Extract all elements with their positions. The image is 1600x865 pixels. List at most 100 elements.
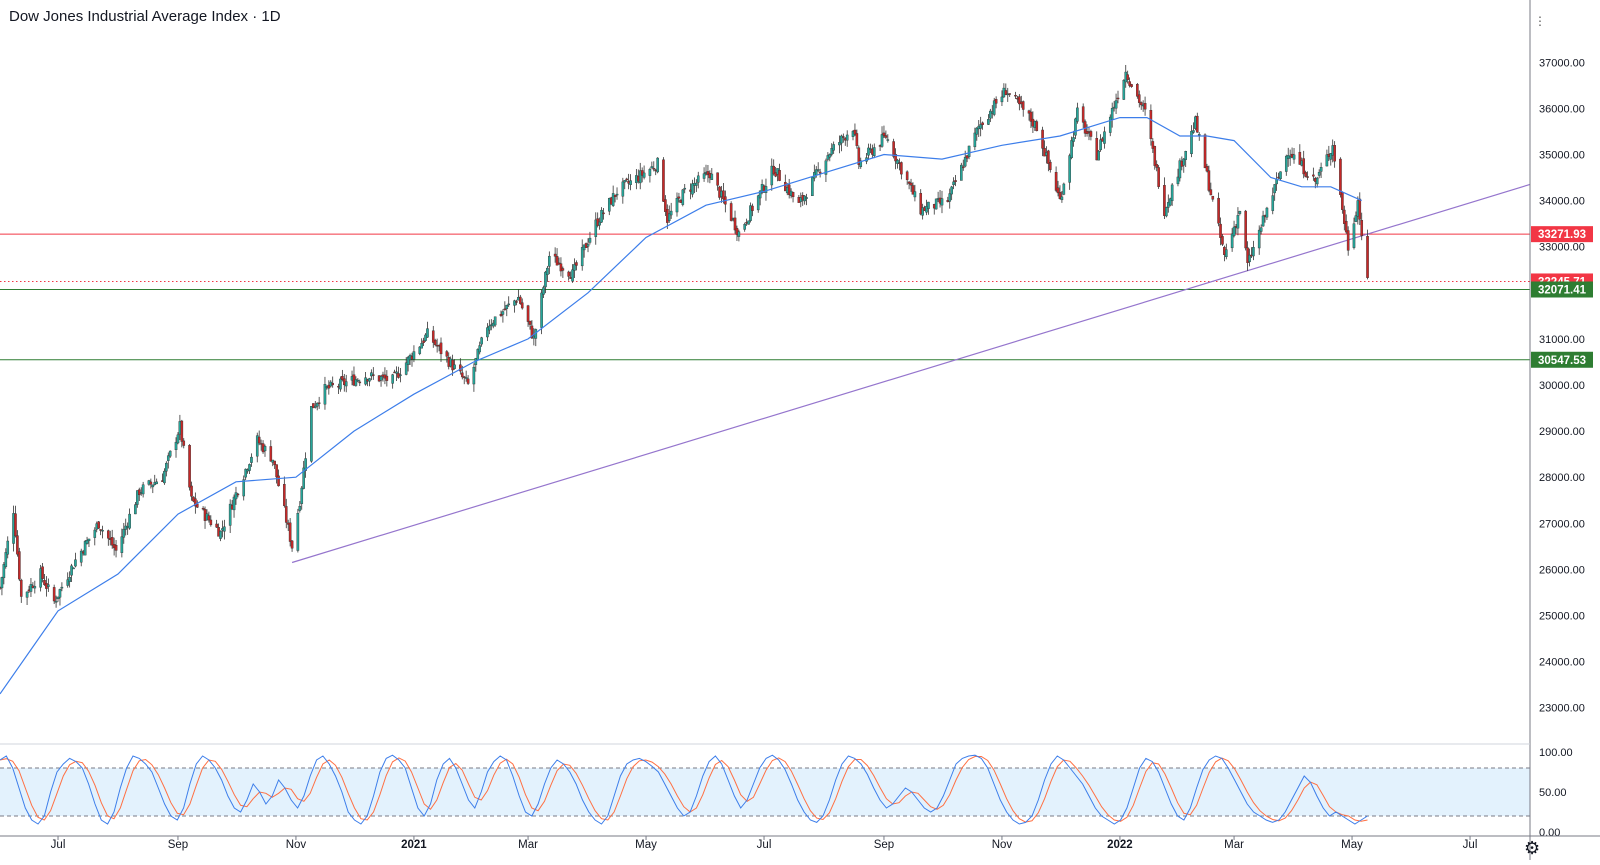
candle [70,563,73,583]
candle [1238,210,1242,216]
candle [716,172,719,191]
candle [756,194,760,213]
candle [1004,83,1008,96]
candle [1000,90,1004,106]
candle [72,567,75,570]
y-tick-label: 24000.00 [1539,657,1585,669]
candle [513,299,516,313]
candle [1114,93,1118,115]
candle [828,153,832,162]
candle [1284,154,1288,176]
candle [1168,197,1172,207]
candle [1136,82,1139,99]
candle [650,161,654,169]
candle [97,520,100,529]
candle [207,511,211,523]
candle [1306,171,1309,181]
candle [263,444,267,457]
candle [1358,192,1362,226]
x-tick-label: Jul [757,839,772,851]
candle [283,476,286,508]
candle [691,179,694,198]
candle [431,325,435,348]
candle [1257,225,1261,255]
candle [859,157,863,169]
candle [575,260,578,271]
candle [992,97,996,117]
candle [180,419,184,448]
candles-layer [0,64,1369,608]
candle [987,114,990,125]
candle [134,502,137,515]
candle [83,539,87,556]
candle [1076,102,1079,124]
candle [0,576,4,596]
candle [87,538,91,548]
candle [940,190,944,214]
candle [232,494,236,518]
candle [248,463,251,474]
candle [1298,144,1302,165]
candle [625,177,629,182]
candle [1221,234,1224,246]
candle [182,438,186,449]
candle [638,162,642,190]
candle [981,121,984,130]
svg-text:30547.53: 30547.53 [1538,355,1586,367]
candle [472,363,476,392]
candle [1074,117,1077,140]
candle [480,336,483,347]
y-tick-label: 36000.00 [1539,103,1585,115]
candle [1344,214,1348,234]
candle [975,127,979,141]
moving-average-layer [0,116,1362,695]
candle [507,296,511,307]
x-tick-label: May [635,839,657,851]
candle [1203,133,1207,169]
candle [867,143,870,161]
candle [79,548,83,567]
candle [275,464,278,484]
candle [201,506,205,511]
candle [499,310,503,318]
candle [1097,149,1100,161]
candle [1273,184,1276,201]
candle [488,319,491,335]
support-1-badge: 32071.41 [1531,281,1593,298]
candle [735,225,739,241]
candle [882,125,886,138]
candle [656,157,659,174]
candle [466,375,470,385]
candle [743,222,746,232]
candle [515,299,518,306]
candle [629,174,632,191]
gear-icon[interactable]: ⚙ [1524,838,1541,858]
candle [667,205,671,223]
candle [486,323,489,342]
more-options-icon[interactable]: ⋮ [1534,14,1546,28]
stoch-tick-label: 100.00 [1539,747,1573,759]
stochastic-pane: 100.00 50.00 0.00 [0,747,1573,839]
candle [1244,209,1247,251]
candle [1248,248,1251,267]
candle [68,571,71,588]
candle [1043,140,1046,157]
x-tick-label: Sep [168,839,188,851]
candle [459,358,462,375]
candle [339,376,342,392]
y-tick-label: 33000.00 [1539,242,1585,254]
candle [399,367,402,383]
candle [298,501,302,513]
candle [973,127,977,151]
candle [921,203,924,220]
candle [733,210,737,234]
candle [493,316,497,327]
trendline[interactable] [291,183,1531,564]
candle [803,195,806,205]
candle [1058,185,1062,200]
candle [1292,147,1296,164]
candle [99,529,102,536]
stoch-d-line [0,756,1368,823]
